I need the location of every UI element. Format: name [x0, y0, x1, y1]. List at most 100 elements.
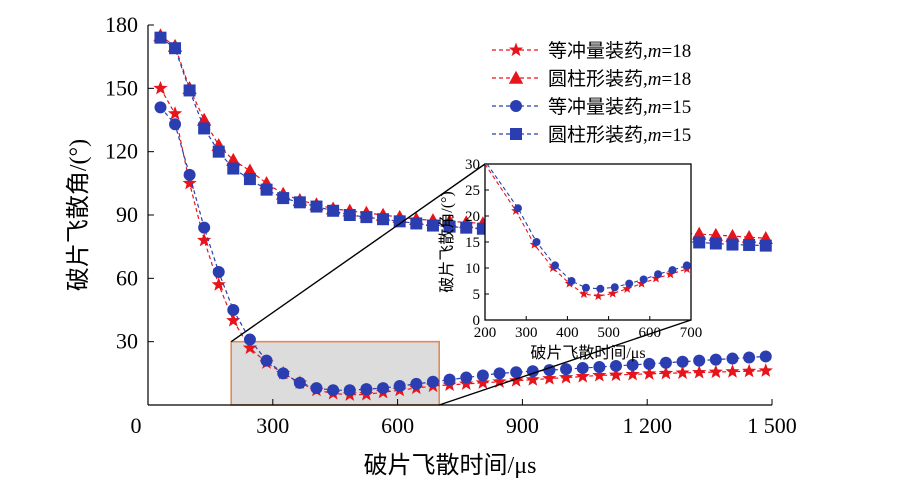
data-point [360, 211, 373, 224]
data-point [182, 175, 197, 190]
data-point [154, 101, 167, 114]
data-point [692, 364, 707, 379]
data-point [726, 238, 739, 251]
main-plot: 0 300 600 900 1 200 1 500306090120150180破片飞散时… [65, 12, 797, 479]
inset-x-tick-label: 200 [474, 325, 497, 341]
data-point [558, 370, 574, 384]
data-point [426, 375, 439, 388]
inset-series-1 [486, 164, 691, 293]
inset-data-point [607, 288, 618, 298]
legend-label-prefix: 圆柱形装药, [548, 124, 648, 146]
data-point [293, 376, 306, 389]
inset-data-point [654, 270, 663, 279]
inset-data-point [636, 278, 647, 288]
inset-x-axis-title: 破片飞散时间/μs [530, 344, 645, 362]
legend-label-prefix: 等冲量装药, [548, 40, 648, 62]
data-point [725, 364, 740, 378]
inset-y-tick-label: 20 [465, 209, 480, 225]
inset-data [485, 164, 691, 301]
data-point [343, 384, 356, 397]
data-point [659, 356, 672, 369]
data-point [393, 380, 406, 392]
data-point [560, 363, 573, 376]
legend-label-prefix: 圆柱形装药, [548, 68, 648, 90]
data-point [758, 363, 773, 377]
x-tick-label: 1 200 [622, 413, 672, 438]
inset-data-point [668, 266, 677, 275]
legend-item: 圆柱形装药,m=18 [492, 68, 691, 90]
legend-label-var: m [648, 69, 662, 90]
inset-y-axis-title: 破片飞散角/(°) [438, 191, 456, 293]
data-point [310, 200, 323, 213]
data-point [277, 192, 290, 205]
data-point [525, 372, 540, 386]
y-axis-title: 破片飞散角/(°) [65, 139, 92, 291]
y-tick-label: 150 [105, 75, 138, 100]
data-point [154, 31, 167, 44]
inset-data-point [593, 291, 604, 301]
inset-plot: 200 300 400 500 600 700 0 5 10 15 20 25 30 破片飞散时间/μs 破… [438, 157, 702, 362]
inset-data-point [581, 283, 590, 292]
data-point [475, 375, 491, 389]
y-tick-label: 120 [105, 139, 138, 164]
inset-x-tick-label: 600 [639, 325, 662, 341]
y-tick-label: 30 [116, 329, 138, 354]
data-point [153, 80, 168, 95]
data-point [277, 367, 290, 380]
legend-label-suffix: =15 [662, 125, 692, 146]
data-point [211, 277, 226, 291]
inset-data-point [532, 238, 541, 246]
data-point [743, 238, 756, 251]
data-point [709, 237, 722, 250]
data-point [576, 362, 589, 375]
data-point [675, 365, 690, 379]
legend-marker [508, 42, 524, 57]
data-point [625, 366, 640, 381]
inset-y-tick-label: 15 [465, 235, 480, 251]
inset-x-tick-label: 700 [680, 325, 703, 341]
inset-frame [484, 163, 692, 321]
legend-marker [510, 128, 522, 140]
series-2 [154, 101, 772, 397]
legend-label: 圆柱形装药,m=15 [548, 124, 691, 146]
inset-data-point [639, 275, 648, 284]
data-point [741, 363, 757, 378]
data-point [493, 367, 506, 380]
data-point [443, 373, 456, 386]
data-point [243, 173, 256, 186]
inset-y-tick-label: 5 [473, 287, 481, 303]
x-tick-label: 1 500 [747, 413, 797, 438]
data-point [542, 371, 557, 385]
data-point [610, 359, 622, 372]
data-point [426, 219, 439, 232]
data-point [377, 213, 390, 226]
legend-label-prefix: 等冲量装药, [548, 96, 648, 118]
inset-y-tick-label: 10 [465, 261, 480, 277]
data-point [492, 374, 507, 388]
data-point [183, 84, 196, 97]
inset-y-tick-label: 30 [465, 157, 480, 173]
legend-marker [510, 100, 522, 112]
inset-x-tick-label: 500 [597, 325, 620, 341]
inset-data-point [579, 289, 589, 299]
data-point [393, 215, 406, 228]
inset-data-point [682, 261, 691, 270]
data-point [676, 355, 689, 368]
data-point [227, 162, 240, 175]
data-point [608, 367, 624, 382]
data-point [198, 122, 211, 135]
legend-label-var: m [648, 41, 662, 62]
data-point [212, 145, 225, 158]
data-point [726, 352, 739, 365]
data-point [260, 183, 273, 196]
data-point [693, 354, 706, 367]
data-point [460, 221, 473, 234]
data-point [759, 350, 772, 363]
legend-label: 等冲量装药,m=15 [548, 96, 691, 118]
data-point [197, 232, 212, 247]
data-point [642, 366, 657, 380]
y-tick-label: 180 [105, 12, 138, 37]
data-point [460, 371, 473, 384]
